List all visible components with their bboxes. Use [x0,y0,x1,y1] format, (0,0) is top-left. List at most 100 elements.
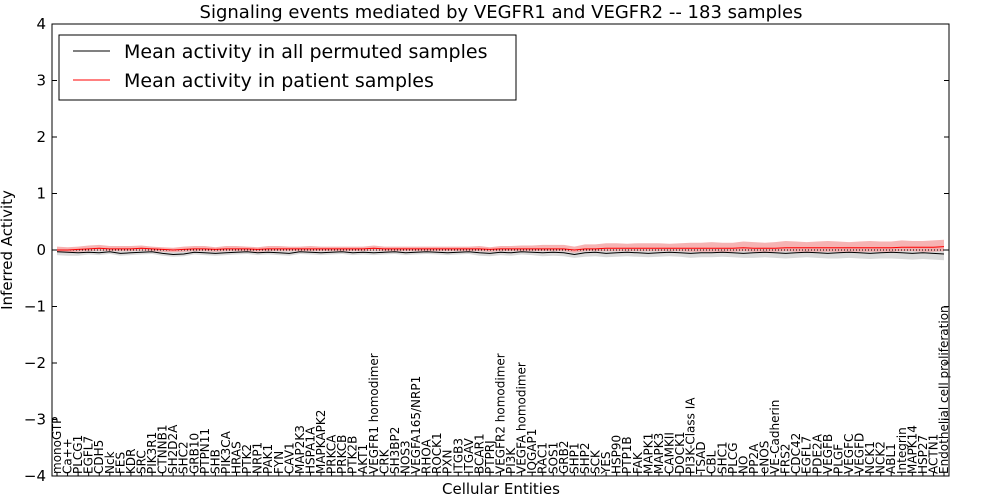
x-tick-label: SOS1 [546,442,560,474]
x-tick-label: RAC1 [536,442,550,474]
x-tick-label: FYN [272,451,286,474]
x-tick-label: SRC [135,450,149,474]
x-tick-label: PTPN11 [198,428,212,474]
x-tick-label: PP2A [747,443,761,474]
permuted-mean-line [56,251,945,256]
legend-label-patient: Mean activity in patient samples [124,70,434,92]
x-tick-label: FES [113,452,127,474]
x-tick-label: PLCG [726,442,740,474]
x-tick-label: MAP2K3 [293,425,307,474]
x-tick-label: SH2D2A [166,424,180,474]
chart-title: Signaling events mediated by VEGFR1 and … [200,2,803,23]
x-tick-label: MAPKAPK2 [314,410,328,474]
x-tick-label: CDH5 [92,440,106,474]
legend: Mean activity in all permuted samples Me… [58,34,517,101]
x-tick-label: NRP1 [251,442,265,474]
x-tick-label: GRB2 [557,440,571,474]
x-tick-label: HSPA1A [303,426,317,474]
x-tick-label: YES [599,451,613,475]
x-tick-label: VEGFA homodimer [515,362,529,474]
x-tick-label: CAV1 [282,442,296,474]
x-tick-label: TSAD [694,441,708,475]
x-tick-label: PLCG1 [71,435,85,474]
x-tick-label: DOCK1 [673,431,687,474]
x-tick-label: BCAR1 [472,433,486,474]
x-tick-label: Ca++ [61,438,75,474]
x-tick-label: Endothelial cell proliferation [937,305,951,474]
x-tick-label: GRB10 [187,433,201,474]
x-tick-label: IQGAP1 [525,429,539,474]
x-tick-label: HRAS [230,441,244,474]
x-tick-label: NOS3 [399,440,413,474]
x-tick-label: EGFL7 [82,436,96,474]
x-tick-label: NCK1 [863,441,877,474]
x-tick-label: CBL [705,450,719,474]
x-tick-label: PIK3CA [219,430,233,474]
x-tick-label: VEGFR1 homodimer [367,353,381,474]
x-tick-label: VE-Cadherin [768,400,782,474]
x-tick-label: VEGFR2 homodimer [494,353,508,474]
x-tick-label: SH3BP2 [388,427,402,474]
x-tick-label: VEGFA165/NRP1 [409,376,423,474]
x-tick-label: NCK2 [874,441,888,474]
x-tick-label: PRKCB [335,435,349,474]
x-tick-label: NO [736,456,750,474]
y-tick-label: 3 [36,72,46,90]
patient-band [57,239,944,253]
x-tick-label: MAPK1 [641,433,655,474]
legend-box [58,34,517,101]
x-tick-label: SCK [589,449,603,474]
x-tick-label: PI3K-Class IA [684,397,698,474]
x-tick-label: PAK1 [261,444,275,474]
y-tick-label: −2 [24,354,46,372]
y-axis-label: Inferred Activity [0,190,16,310]
x-tick-label: ITGAV [462,437,476,474]
x-tick-label: SHC2 [177,441,191,474]
x-tick-label: RHOA [420,438,434,474]
x-tick-label: ACTN1 [926,434,940,474]
x-tick-label: EGFL7 [800,436,814,474]
x-tick-label: SHP2 [578,442,592,474]
y-tick-label: 4 [36,15,46,33]
x-tick-label: ABL1 [884,443,898,474]
y-tick-label: −4 [24,467,46,485]
x-tick-label: FAK [631,451,645,474]
x-tick-label: HSP90 [610,435,624,474]
x-tick-label: VEGFB [821,434,835,474]
x-tick-label: PIK3R1 [145,432,159,474]
x-tick-label: PTPRJ [483,440,497,474]
y-tick-label: 2 [36,128,46,146]
x-tick-label: KDR [124,449,138,474]
x-tick-label: ROCK1 [430,432,444,474]
x-tick-label: AKT1 [356,444,370,474]
x-tick-label: MAPK14 [905,425,919,474]
x-tick-label: PDE2A [810,433,824,474]
plot-frame [51,23,950,477]
y-tick-label: −1 [24,298,46,316]
x-tick-label: CRK [377,448,391,474]
x-tick-label: Integrin [895,427,909,474]
x-tick-label: MAPK3 [652,433,666,474]
x-tick-label: SHB [208,449,222,474]
y-tick-label: 1 [36,185,46,203]
x-tick-label: PI3K [504,447,518,474]
x-tick-label: PLGF [831,444,845,474]
x-tick-label: SHC1 [715,441,729,474]
legend-label-permuted: Mean activity in all permuted samples [124,41,487,63]
x-tick-label: VEGFC [842,434,856,474]
x-tick-label: ITGB3 [451,438,465,474]
patient-mean-line [57,246,945,251]
x-tick-label: SHP1 [567,442,581,474]
x-tick-label: HSP27 [916,435,930,474]
x-axis-label: Cellular Entities [442,480,560,498]
x-tick-label: PTK2 [240,444,254,474]
x-tick-label: CDC42 [789,433,803,474]
x-tick-label: CAMKII [663,432,677,474]
x-tick-label: PTP1B [620,436,634,474]
y-tick-label: −3 [24,411,46,429]
x-tick-label: PTK2B [346,436,360,474]
x-tick-label: CTNNB1 [156,424,170,474]
x-tick-label: PXN [441,450,455,474]
x-tick-label: FRS2 [779,444,793,475]
